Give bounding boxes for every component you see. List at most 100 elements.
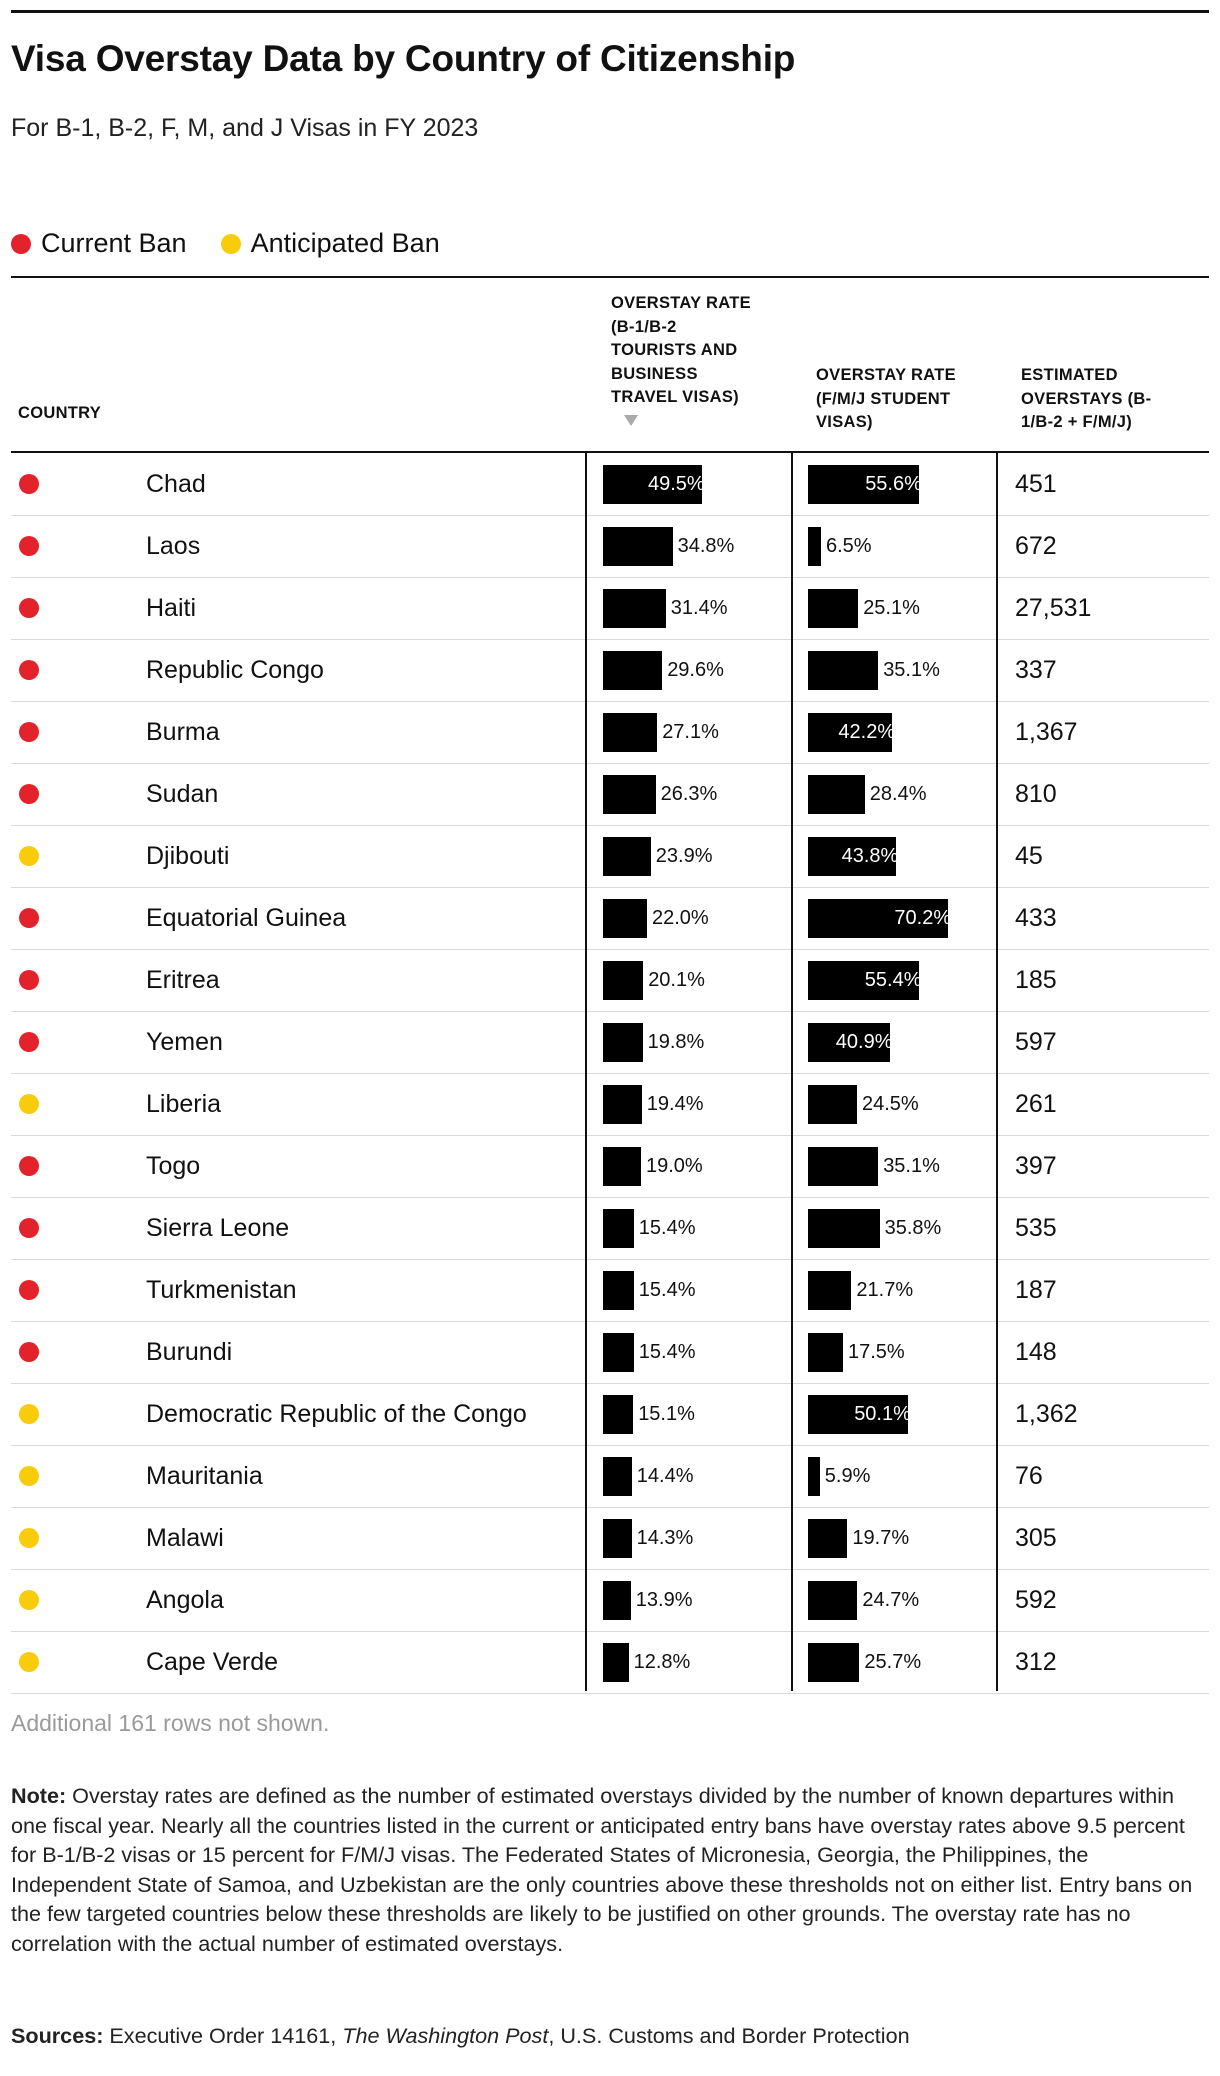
tourist-rate-label: 15.4% [638,1217,696,1239]
table-row: Laos 34.8% 6.5% 672 [11,515,1209,578]
tourist-rate-bar [603,1643,629,1682]
table-row: Cape Verde 12.8% 25.7% 312 [11,1631,1209,1694]
tourist-rate-bar [603,837,651,876]
estimated-overstays-value: 535 [1015,1214,1057,1242]
tourist-rate-bar [603,1457,632,1496]
column-divider [585,451,587,1691]
current-ban-dot [19,1156,39,1176]
estimated-overstays-value: 597 [1015,1028,1057,1056]
student-rate-label: 43.8% [841,845,899,867]
estimated-overstays-value: 810 [1015,780,1057,808]
tourist-rate-label: 19.8% [647,1031,705,1053]
country-name: Democratic Republic of the Congo [146,1400,527,1428]
table-row: Chad 49.5% 55.6% 451 [11,453,1209,516]
student-rate-label: 24.7% [862,1589,920,1611]
sort-descending-icon[interactable] [624,414,638,426]
table-row: Eritrea 20.1% 55.4% 185 [11,949,1209,1012]
estimated-overstays-value: 187 [1015,1276,1057,1304]
student-rate-label: 42.2% [838,721,896,743]
header-student-line: VISAS) [816,413,873,431]
note-paragraph: Note: Overstay rates are defined as the … [11,1781,1201,1959]
tourist-rate-label: 23.9% [655,845,713,867]
anticipated-ban-dot [19,1528,39,1548]
tourist-rate-bar [603,1333,634,1372]
top-rule [11,10,1209,13]
legend-label-anticipated: Anticipated Ban [250,228,440,258]
header-estimated-overstays[interactable]: ESTIMATED OVERSTAYS (B- 1/B-2 + F/M/J) [1021,364,1151,435]
header-country[interactable]: COUNTRY [18,402,101,426]
tourist-rate-bar [603,775,656,814]
country-name: Laos [146,532,201,560]
country-name: Burma [146,718,220,746]
sources-text-2: , U.S. Customs and Border Protection [548,2023,910,2048]
sources-line: Sources: Executive Order 14161, The Wash… [11,2023,910,2049]
current-ban-dot [19,970,39,990]
student-rate-bar [808,1457,820,1496]
estimated-overstays-value: 76 [1015,1462,1043,1490]
student-rate-bar [808,589,859,628]
tourist-rate-label: 19.0% [646,1155,703,1177]
table-row: Liberia 19.4% 24.5% 261 [11,1073,1209,1136]
country-name: Yemen [146,1028,223,1056]
tourist-rate-label: 29.6% [667,659,724,681]
current-ban-dot [19,536,39,556]
estimated-overstays-value: 451 [1015,470,1057,498]
anticipated-ban-dot [19,1094,39,1114]
table-row: Yemen 19.8% 40.9% 597 [11,1011,1209,1074]
student-rate-label: 55.6% [865,473,922,495]
country-name: Cape Verde [146,1648,279,1676]
header-country-label: COUNTRY [18,404,102,422]
note-text: Overstay rates are defined as the number… [11,1783,1193,1956]
legend-label-current: Current Ban [41,228,187,258]
table-row: Burundi 15.4% 17.5% 148 [11,1321,1209,1384]
student-rate-bar [808,465,920,504]
student-rate-bar [808,651,879,690]
legend-dot-anticipated [220,233,241,254]
column-divider [791,451,793,1691]
header-tourist-rate[interactable]: OVERSTAY RATE (B-1/B-2 TOURISTS AND BUSI… [611,292,751,426]
student-rate-bar [808,1085,857,1124]
tourist-rate-label: 22.0% [652,907,709,929]
anticipated-ban-dot [19,1404,39,1424]
current-ban-dot [19,722,39,742]
country-name: Haiti [146,594,197,622]
tourist-rate-label: 14.3% [636,1527,694,1549]
student-rate-bar [808,527,821,566]
table-row: Angola 13.9% 24.7% 592 [11,1569,1209,1632]
table-row: Sierra Leone 15.4% 35.8% 535 [11,1197,1209,1260]
header-tourist-line: TOURISTS AND [611,341,738,359]
country-name: Togo [146,1152,201,1180]
header-student-line: (F/M/J STUDENT [816,389,951,408]
student-rate-label: 70.2% [894,907,952,929]
tourist-rate-bar [603,1209,634,1248]
legend-item-current: Current Ban [11,228,187,259]
student-rate-label: 6.5% [826,535,872,557]
tourist-rate-bar [603,465,702,504]
current-ban-dot [19,908,39,928]
legend-item-anticipated: Anticipated Ban [220,228,440,259]
tourist-rate-bar [603,713,658,752]
note-label: Note: [11,1783,67,1808]
estimated-overstays-value: 337 [1015,656,1057,684]
header-student-rate[interactable]: OVERSTAY RATE (F/M/J STUDENT VISAS) [816,364,956,435]
tourist-rate-label: 49.5% [648,473,705,495]
table-row: Burma 27.1% 42.2% 1,367 [11,701,1209,764]
tourist-rate-bar [603,1023,643,1062]
header-estimated-line: 1/B-2 + F/M/J) [1021,413,1133,431]
table-row: Mauritania 14.4% 5.9% 76 [11,1445,1209,1508]
header-tourist-line: BUSINESS [611,364,698,383]
student-rate-label: 17.5% [848,1341,905,1363]
student-rate-label: 28.4% [869,783,927,805]
tourist-rate-bar [603,1271,634,1310]
chart-subtitle: For B-1, B-2, F, M, and J Visas in FY 20… [11,114,479,142]
country-name: Malawi [146,1524,224,1552]
student-rate-bar [808,899,949,938]
student-rate-bar [808,1519,848,1558]
student-rate-label: 35.8% [884,1217,942,1239]
sources-text-1: Executive Order 14161, [103,2023,343,2048]
student-rate-label: 24.5% [862,1093,919,1115]
tourist-rate-label: 15.1% [638,1403,695,1425]
header-estimated-line: ESTIMATED [1021,366,1118,384]
table-row: Togo 19.0% 35.1% 397 [11,1135,1209,1198]
anticipated-ban-dot [19,1466,39,1486]
